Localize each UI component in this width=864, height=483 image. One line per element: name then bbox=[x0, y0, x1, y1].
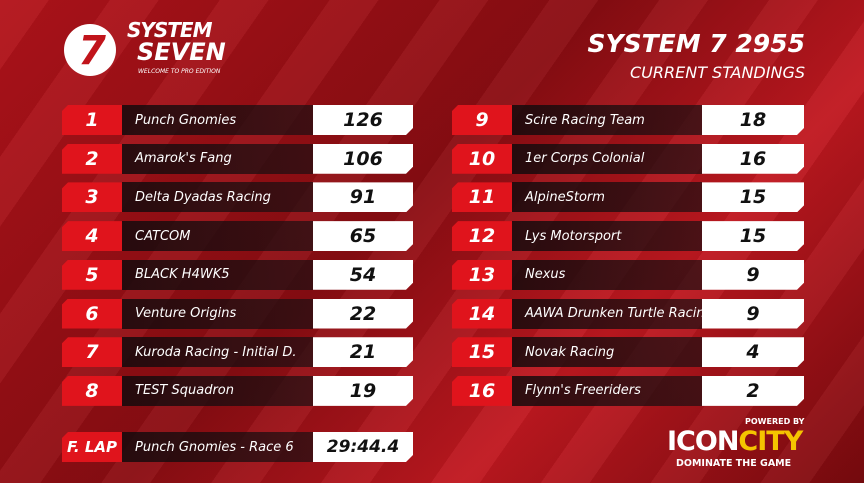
position: 8 bbox=[62, 375, 122, 406]
fastest-lap-detail: Punch Gnomies - Race 6 bbox=[122, 432, 313, 462]
position: 4 bbox=[62, 221, 122, 252]
subtitle: CURRENT STANDINGS bbox=[630, 63, 805, 82]
points: 65 bbox=[313, 221, 413, 251]
team-name: CATCOM bbox=[122, 221, 313, 252]
points: 22 bbox=[313, 299, 413, 329]
position: 7 bbox=[62, 337, 122, 368]
team-name: Venture Origins bbox=[122, 298, 313, 329]
logo-emblem: 7 bbox=[64, 24, 116, 76]
position: 12 bbox=[452, 221, 512, 252]
powered-by: POWERED BY bbox=[745, 417, 805, 426]
team-name: Flynn's Freeriders bbox=[512, 375, 702, 406]
points: 15 bbox=[702, 182, 804, 212]
team-name: Amarok's Fang bbox=[122, 143, 313, 174]
title: SYSTEM 7 2955 bbox=[587, 29, 805, 58]
points: 16 bbox=[702, 144, 804, 174]
team-name: Novak Racing bbox=[512, 337, 702, 368]
team-name: Kuroda Racing - Initial D. bbox=[122, 337, 313, 368]
position: 5 bbox=[62, 259, 122, 290]
points: 126 bbox=[313, 105, 413, 135]
position: 15 bbox=[452, 337, 512, 368]
points: 9 bbox=[702, 260, 804, 290]
logo-mark: 7 bbox=[78, 28, 106, 74]
position: 3 bbox=[62, 182, 122, 213]
team-name: Lys Motorsport bbox=[512, 221, 702, 252]
position: 14 bbox=[452, 298, 512, 329]
sponsor-slogan: DOMINATE THE GAME bbox=[676, 458, 792, 469]
team-name: Scire Racing Team bbox=[512, 105, 702, 135]
team-name: BLACK H4WK5 bbox=[122, 259, 313, 290]
team-name: AlpineStorm bbox=[512, 182, 702, 213]
points: 106 bbox=[313, 144, 413, 174]
points: 9 bbox=[702, 299, 804, 329]
points: 18 bbox=[702, 105, 804, 135]
points: 54 bbox=[313, 260, 413, 290]
logo-line1: SYSTEM bbox=[127, 18, 212, 42]
sponsor-name: ICONCITY bbox=[667, 426, 803, 457]
team-name: AAWA Drunken Turtle Racing bbox=[512, 298, 702, 329]
position: 10 bbox=[452, 143, 512, 174]
points: 19 bbox=[313, 376, 413, 406]
logo-circle bbox=[64, 24, 116, 76]
fastest-lap-time: 29:44.4 bbox=[313, 432, 413, 462]
position: 6 bbox=[62, 298, 122, 329]
team-name: Delta Dyadas Racing bbox=[122, 182, 313, 213]
points: 2 bbox=[702, 376, 804, 406]
points: 15 bbox=[702, 221, 804, 251]
position: 13 bbox=[452, 259, 512, 290]
sponsor-name-a: ICON bbox=[667, 426, 739, 457]
position: 1 bbox=[62, 105, 122, 135]
team-name: TEST Squadron bbox=[122, 375, 313, 406]
logo-line2: SEVEN bbox=[137, 38, 226, 66]
position: 2 bbox=[62, 143, 122, 174]
points: 21 bbox=[313, 337, 413, 367]
team-name: 1er Corps Colonial bbox=[512, 143, 702, 174]
fastest-lap-label: F. LAP bbox=[62, 432, 122, 462]
position: 11 bbox=[452, 182, 512, 213]
team-name: Nexus bbox=[512, 259, 702, 290]
team-name: Punch Gnomies bbox=[122, 105, 313, 135]
points: 91 bbox=[313, 182, 413, 212]
points: 4 bbox=[702, 337, 804, 367]
position: 9 bbox=[452, 105, 512, 135]
position: 16 bbox=[452, 375, 512, 406]
sponsor-name-b: CITY bbox=[738, 426, 803, 457]
logo-tagline: WELCOME TO PRO EDITION bbox=[138, 68, 221, 75]
